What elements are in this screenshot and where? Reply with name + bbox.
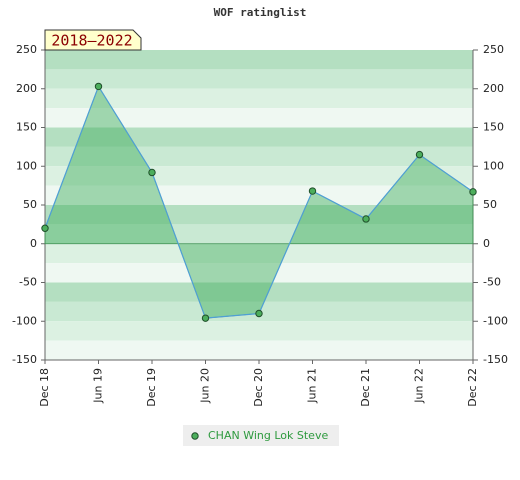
chart-title: WOF ratinglist (214, 6, 307, 19)
background-stripe (45, 127, 473, 147)
background-stripe (45, 263, 473, 283)
x-tick-label: Dec 21 (359, 368, 372, 407)
x-tick-label: Jun 21 (306, 368, 319, 404)
x-tick-label: Dec 19 (145, 368, 158, 407)
legend-label: CHAN Wing Lok Steve (208, 429, 328, 442)
background-stripe (45, 185, 473, 205)
y-tick-label: 0 (30, 237, 37, 250)
background-stripe (45, 88, 473, 109)
y2-tick-label: -150 (483, 353, 508, 366)
y-tick-label: -100 (12, 314, 37, 327)
y2-tick-label: 200 (483, 82, 504, 95)
overlay: 2018–2022 CHAN Wing Lok Steve (44, 29, 339, 446)
plot-area: -150 -100 -50 0 50 100 150 200 250 -150 -100 -50 0 50… (12, 43, 508, 407)
y-tick-label: 250 (16, 43, 37, 56)
background-stripe (45, 69, 473, 89)
x-tick-label: Jun 19 (92, 368, 105, 404)
legend-marker (191, 432, 199, 440)
label-box (44, 29, 142, 51)
x-tick-label: Dec 20 (252, 368, 265, 407)
y-tick-label: 100 (16, 159, 37, 172)
point (308, 187, 317, 195)
background-stripe (45, 243, 473, 264)
background-stripe (45, 224, 473, 244)
point (148, 168, 156, 177)
point (469, 188, 477, 196)
background-stripe (45, 108, 473, 128)
y-tick-label: 150 (16, 121, 37, 134)
background-stripe (45, 146, 473, 167)
background-stripe (45, 321, 473, 341)
y2-tick-label: 50 (483, 198, 497, 211)
y2-tick-label: 0 (483, 237, 490, 250)
background-stripe (45, 282, 473, 302)
y2-tick-label: 250 (483, 43, 504, 56)
range-label: 2018–2022 (51, 32, 132, 50)
y2-tick-label: 150 (483, 121, 504, 134)
y-tick-label: -50 (19, 276, 37, 289)
y2-tick-label: 100 (483, 159, 504, 172)
background-stripe (45, 50, 473, 70)
point (255, 309, 263, 318)
y2-tick-label: -100 (483, 314, 508, 327)
y-tick-label: 200 (16, 82, 37, 95)
legend-box (183, 425, 339, 446)
y-tick-label: -150 (12, 353, 37, 366)
y-tick-label: 50 (23, 198, 37, 211)
x-tick-label: Jun 20 (199, 368, 212, 404)
background-stripe (45, 340, 473, 360)
point (94, 82, 103, 91)
y2-tick-label: -50 (483, 276, 501, 289)
x-tick-label: Dec 22 (466, 368, 479, 407)
point (41, 224, 49, 232)
point (415, 150, 424, 159)
point (201, 314, 210, 322)
x-tick-label: Dec 18 (38, 368, 51, 407)
point (362, 215, 370, 223)
x-tick-label: Jun 22 (413, 368, 426, 404)
